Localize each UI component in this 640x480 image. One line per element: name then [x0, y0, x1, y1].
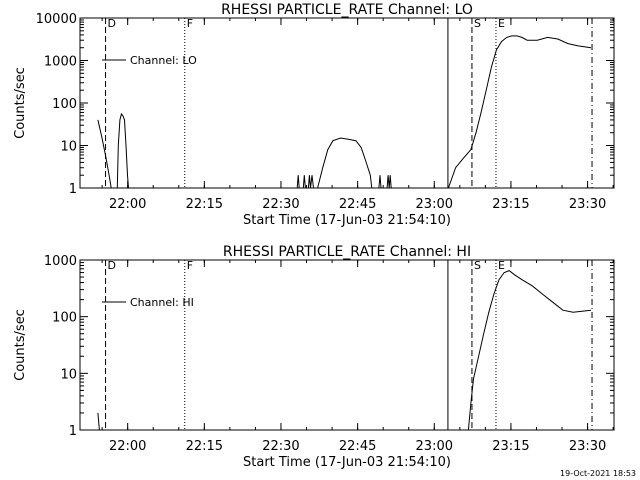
y-tick-label: 10	[60, 140, 77, 155]
chart-title: RHESSI PARTICLE_RATE Channel: HI	[223, 244, 471, 260]
series-line-segment	[467, 270, 592, 431]
event-marker-label: E	[498, 259, 505, 272]
plot-frame	[79, 259, 615, 431]
x-tick-label: 23:30	[569, 197, 606, 212]
y-tick-label: 1000	[44, 254, 77, 269]
x-tick-label: 23:00	[416, 439, 453, 454]
chart-title: RHESSI PARTICLE_RATE Channel: LO	[221, 2, 473, 18]
x-tick-label: 23:15	[492, 197, 529, 212]
series-line-segment	[97, 412, 100, 431]
series-line-segment	[97, 119, 112, 189]
x-tick-label: 23:15	[492, 439, 529, 454]
y-axis-label: Counts/sec	[13, 309, 28, 381]
y-tick-label: 100	[52, 97, 77, 112]
x-tick-label: 23:00	[416, 197, 453, 212]
y-tick-label: 1	[69, 424, 77, 439]
series-line-segment	[447, 35, 592, 189]
series-line-segment	[378, 175, 382, 189]
series-line-segment	[317, 137, 373, 189]
event-marker-label: S	[474, 17, 481, 30]
x-tick-label: 23:30	[569, 439, 606, 454]
series-line-segment	[307, 175, 314, 189]
x-tick-label: 22:15	[186, 197, 223, 212]
event-marker-label: F	[187, 17, 193, 30]
x-tick-label: 22:15	[186, 439, 223, 454]
legend-label: Channel: HI	[130, 296, 194, 309]
x-axis-label: Start Time (17-Jun-03 21:54:10)	[243, 455, 451, 470]
event-marker-label: F	[187, 259, 193, 272]
x-tick-label: 22:45	[339, 439, 376, 454]
x-tick-label: 22:00	[109, 197, 146, 212]
plot-frame	[79, 17, 615, 189]
y-tick-label: 10	[60, 367, 77, 382]
x-tick-label: 22:00	[109, 439, 146, 454]
event-marker-label: D	[108, 259, 116, 272]
y-tick-label: 1000	[44, 55, 77, 70]
x-axis-label: Start Time (17-Jun-03 21:54:10)	[243, 213, 451, 228]
panel-lo: RHESSI PARTICLE_RATE Channel: LO Start Ti…	[13, 2, 615, 228]
footer-timestamp: 19-Oct-2021 18:53	[560, 469, 636, 478]
event-marker-label: S	[474, 259, 481, 272]
event-marker-label: E	[498, 17, 505, 30]
x-tick-label: 22:30	[262, 439, 299, 454]
y-tick-label: 1	[69, 182, 77, 197]
panel-hi: RHESSI PARTICLE_RATE Channel: HI Start Ti…	[13, 244, 615, 470]
series-line-segment	[296, 175, 300, 189]
y-tick-label: 10000	[36, 12, 77, 27]
y-tick-label: 100	[52, 311, 77, 326]
x-tick-label: 22:45	[339, 197, 376, 212]
x-tick-label: 22:30	[262, 197, 299, 212]
series-line-segment	[302, 175, 306, 189]
series-line-segment	[116, 112, 129, 189]
y-axis-label: Counts/sec	[13, 67, 28, 139]
event-marker-label: D	[108, 17, 116, 30]
series-line-segment	[386, 175, 392, 189]
legend-label: Channel: LO	[130, 54, 197, 67]
